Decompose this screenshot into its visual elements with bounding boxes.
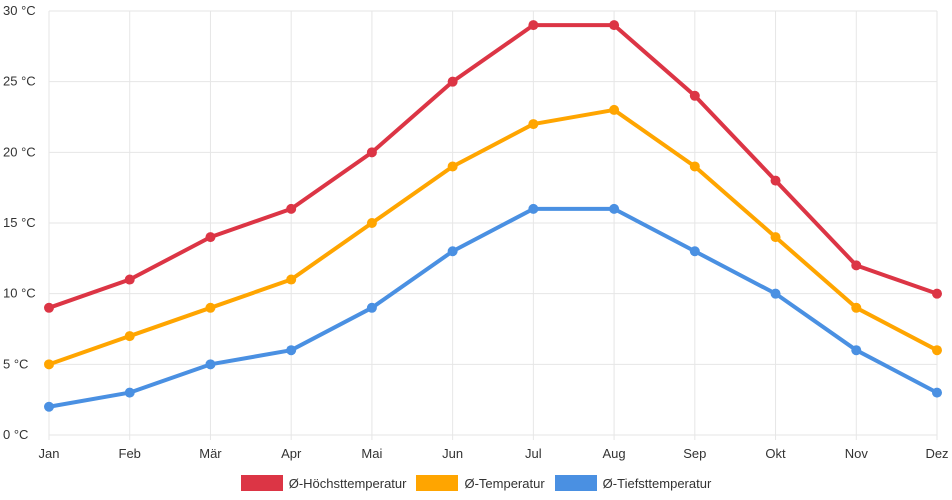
x-tick-label: Nov xyxy=(845,446,869,461)
chart-legend: Ø-Höchsttemperatur Ø-Temperatur Ø-Tiefst… xyxy=(0,472,952,494)
chart-canvas: 0 °C 5 °C 10 °C 15 °C 20 °C 25 °C 30 °C Jan Feb M… xyxy=(3,3,949,461)
data-point xyxy=(851,260,862,271)
data-point xyxy=(689,161,700,172)
y-tick-label: 5 °C xyxy=(3,356,28,371)
data-point xyxy=(689,246,700,257)
data-point xyxy=(447,76,458,87)
series-line xyxy=(47,23,939,310)
legend-swatch-high xyxy=(240,475,283,491)
x-tick-label: Mai xyxy=(361,446,382,461)
series-line xyxy=(47,107,939,367)
legend-item-mean[interactable]: Ø-Temperatur xyxy=(416,475,545,491)
data-point xyxy=(770,232,781,243)
data-point xyxy=(528,20,539,31)
data-point xyxy=(528,119,539,130)
x-tick-label: Sep xyxy=(683,446,706,461)
data-point xyxy=(932,288,942,299)
x-tick-label: Aug xyxy=(603,446,626,461)
data-point xyxy=(205,302,216,313)
legend-label-low: Ø-Tiefsttemperatur xyxy=(602,475,712,491)
data-point xyxy=(851,302,862,313)
data-point xyxy=(366,302,377,313)
x-tick-label: Jun xyxy=(442,446,463,461)
data-point xyxy=(609,203,620,214)
data-point xyxy=(366,218,377,228)
data-point xyxy=(447,246,458,257)
x-tick-label: Okt xyxy=(765,446,786,461)
axis-layer: 0 °C 5 °C 10 °C 15 °C 20 °C 25 °C 30 °C Jan Feb M… xyxy=(3,3,949,461)
data-point xyxy=(770,288,781,299)
series-line xyxy=(47,206,939,409)
data-point xyxy=(609,104,620,115)
data-point xyxy=(689,90,700,101)
data-point xyxy=(932,387,942,398)
data-point xyxy=(44,302,54,313)
data-point xyxy=(44,401,54,412)
data-point xyxy=(124,331,135,342)
y-tick-label: 25 °C xyxy=(3,74,36,89)
data-point xyxy=(205,232,216,243)
data-point xyxy=(124,387,135,398)
data-point xyxy=(205,359,216,370)
series-layer xyxy=(44,20,942,412)
x-tick-label: Jul xyxy=(525,446,542,461)
data-point xyxy=(366,147,377,158)
data-point xyxy=(528,203,539,214)
x-tick-label: Jan xyxy=(39,446,60,461)
x-tick-label: Feb xyxy=(119,446,141,461)
data-point xyxy=(447,161,458,172)
y-tick-label: 10 °C xyxy=(3,286,36,301)
y-tick-label: 30 °C xyxy=(3,3,36,18)
x-tick-label: Apr xyxy=(281,446,302,461)
y-tick-label: 0 °C xyxy=(3,427,28,442)
legend-label-mean: Ø-Temperatur xyxy=(464,475,545,491)
data-point xyxy=(124,274,135,285)
legend-item-low[interactable]: Ø-Tiefsttemperatur xyxy=(554,475,712,491)
data-point xyxy=(851,345,862,356)
legend-item-high[interactable]: Ø-Höchsttemperatur xyxy=(240,475,407,491)
data-point xyxy=(609,20,620,31)
data-point xyxy=(286,274,297,285)
x-tick-label: Mär xyxy=(199,446,222,461)
data-point xyxy=(44,359,54,370)
data-point xyxy=(932,345,942,356)
y-tick-label: 15 °C xyxy=(3,215,36,230)
legend-label-high: Ø-Höchsttemperatur xyxy=(288,475,407,491)
data-point xyxy=(286,345,297,356)
data-point xyxy=(286,203,297,214)
data-point xyxy=(770,175,781,186)
x-tick-label: Dez xyxy=(925,446,948,461)
grid-layer xyxy=(48,10,938,440)
y-tick-label: 20 °C xyxy=(3,144,36,159)
legend-swatch-mean xyxy=(416,475,459,491)
legend-swatch-low xyxy=(554,475,597,491)
